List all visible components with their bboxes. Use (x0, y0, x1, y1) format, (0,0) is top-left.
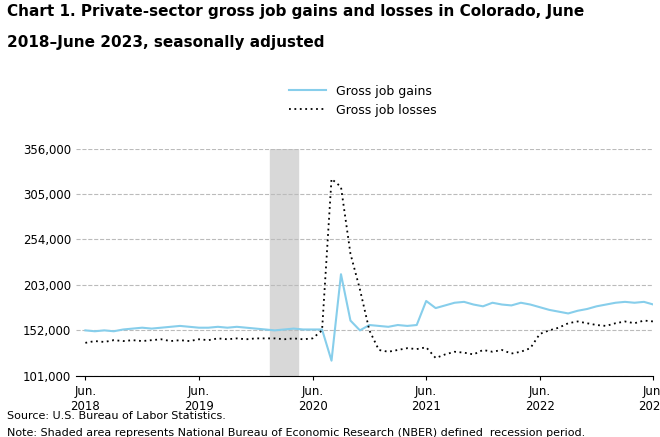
Text: Chart 1. Private-sector gross job gains and losses in Colorado, June: Chart 1. Private-sector gross job gains … (7, 4, 584, 19)
Bar (270, 149, 298, 376)
Legend: Gross job gains, Gross job losses: Gross job gains, Gross job losses (289, 85, 437, 117)
Text: Note: Shaded area represents National Bureau of Economic Research (NBER) defined: Note: Shaded area represents National Bu… (7, 428, 585, 437)
Text: Source: U.S. Bureau of Labor Statistics.: Source: U.S. Bureau of Labor Statistics. (7, 411, 226, 421)
Text: 2018–June 2023, seasonally adjusted: 2018–June 2023, seasonally adjusted (7, 35, 324, 50)
